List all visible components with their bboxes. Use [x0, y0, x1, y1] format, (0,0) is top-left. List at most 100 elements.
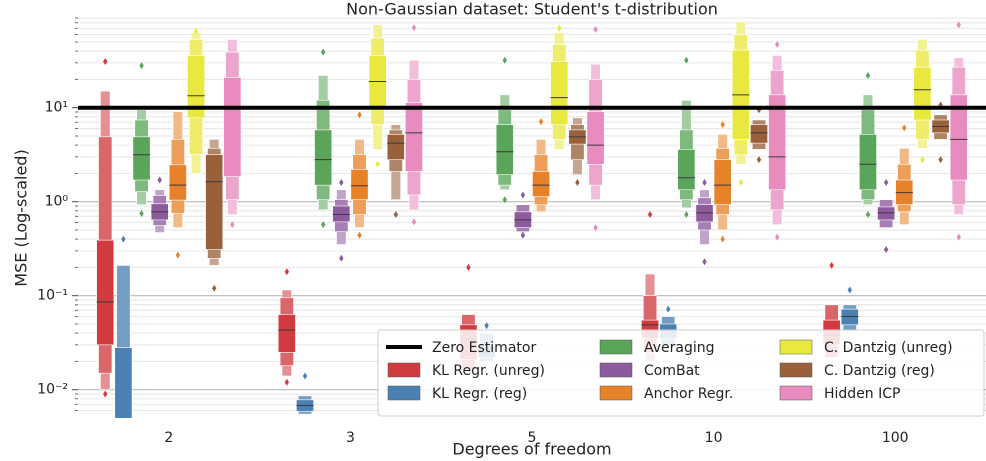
outlier	[575, 179, 580, 187]
outlier	[557, 24, 562, 32]
outlier	[920, 156, 925, 164]
legend-swatch	[599, 385, 633, 401]
outlier	[902, 124, 907, 132]
boxen-box	[550, 61, 569, 125]
outlier	[720, 121, 725, 129]
boxen-box	[768, 94, 787, 191]
outlier	[121, 235, 126, 243]
outlier	[774, 233, 780, 241]
outlier	[339, 254, 344, 262]
outlier	[520, 191, 526, 199]
boxen-box	[168, 164, 187, 201]
outlier	[411, 218, 417, 226]
legend-swatch	[599, 362, 633, 378]
outlier	[284, 378, 290, 386]
outlier	[339, 179, 344, 187]
boxen-box	[495, 124, 514, 175]
outlier	[865, 211, 871, 219]
outlier	[538, 118, 544, 126]
outlier	[357, 111, 362, 119]
legend-swatch	[779, 362, 813, 378]
outlier	[193, 27, 199, 35]
boxen-box	[877, 206, 896, 221]
outlier	[847, 286, 852, 294]
outlier	[883, 246, 889, 254]
chart-title: Non-Gaussian dataset: Student's t-distri…	[346, 0, 718, 19]
x-tick-label: 5	[528, 430, 537, 446]
outlier	[284, 268, 290, 276]
outlier	[502, 56, 507, 64]
outlier	[103, 390, 108, 398]
outlier	[666, 305, 671, 313]
boxen-box	[223, 77, 242, 177]
outlier	[139, 209, 144, 217]
boxen-box	[350, 169, 369, 201]
boxen-box	[187, 55, 205, 119]
outlier	[320, 48, 326, 56]
boxen-box	[532, 171, 551, 198]
x-tick-label: 3	[346, 430, 355, 446]
outlier	[829, 261, 834, 269]
legend-label: Zero Estimator	[432, 340, 536, 356]
outlier	[393, 211, 398, 219]
legend-swatch	[779, 385, 813, 401]
boxen-box	[586, 111, 605, 165]
y-tick-label: 10¹	[45, 100, 68, 116]
boxen-box	[405, 102, 423, 172]
outlier	[103, 58, 108, 66]
outlier	[756, 156, 762, 164]
outlier	[702, 258, 707, 266]
legend-swatch	[599, 339, 633, 355]
outlier	[647, 211, 653, 219]
outlier	[175, 251, 181, 259]
legend-box	[377, 329, 985, 417]
y-tick-label: 10⁻¹	[37, 288, 68, 304]
legend-swatch	[387, 385, 421, 401]
boxen-box	[277, 314, 296, 353]
boxen-box	[677, 149, 696, 191]
outlier	[774, 41, 780, 49]
boxen-box	[713, 159, 732, 205]
plot-area	[78, 21, 986, 418]
boxen-box	[114, 347, 133, 418]
boxen-box	[368, 55, 387, 111]
outlier	[720, 235, 725, 243]
outlier	[593, 224, 598, 232]
outlier	[230, 221, 235, 229]
x-axis-title: Degrees of freedom	[452, 440, 611, 459]
outlier	[502, 196, 507, 204]
y-axis-title: MSE (Log-scaled)	[12, 149, 31, 286]
boxen-box	[859, 134, 877, 191]
outlier	[865, 72, 871, 80]
outlier	[938, 156, 943, 164]
outlier	[702, 179, 707, 187]
x-tick-label: 2	[164, 430, 173, 446]
legend-label: KL Regr. (unreg)	[432, 363, 545, 379]
outlier	[684, 56, 689, 64]
legend-label: Averaging	[644, 340, 715, 356]
outlier	[883, 179, 889, 187]
outlier	[738, 179, 744, 187]
outlier	[484, 322, 489, 330]
boxen-box	[205, 154, 224, 250]
outlier	[139, 62, 144, 70]
boxen-box	[96, 239, 115, 346]
legend-label: C. Dantzig (unreg)	[824, 340, 953, 356]
boxen-box	[314, 129, 333, 186]
outlier	[520, 231, 526, 239]
outlier	[956, 21, 961, 29]
y-tick-label: 10⁻²	[37, 382, 68, 398]
outlier	[212, 284, 217, 292]
legend-swatch	[779, 339, 813, 355]
boxen-box	[750, 124, 768, 144]
boxen-box	[132, 136, 151, 181]
outlier	[157, 176, 162, 184]
legend-label: Hidden ICP	[824, 386, 900, 402]
boxen-box	[913, 66, 932, 121]
legend-label: ComBat	[644, 363, 700, 379]
outlier	[375, 160, 380, 168]
outlier	[956, 233, 961, 241]
outlier	[593, 25, 598, 33]
outlier	[302, 372, 308, 380]
